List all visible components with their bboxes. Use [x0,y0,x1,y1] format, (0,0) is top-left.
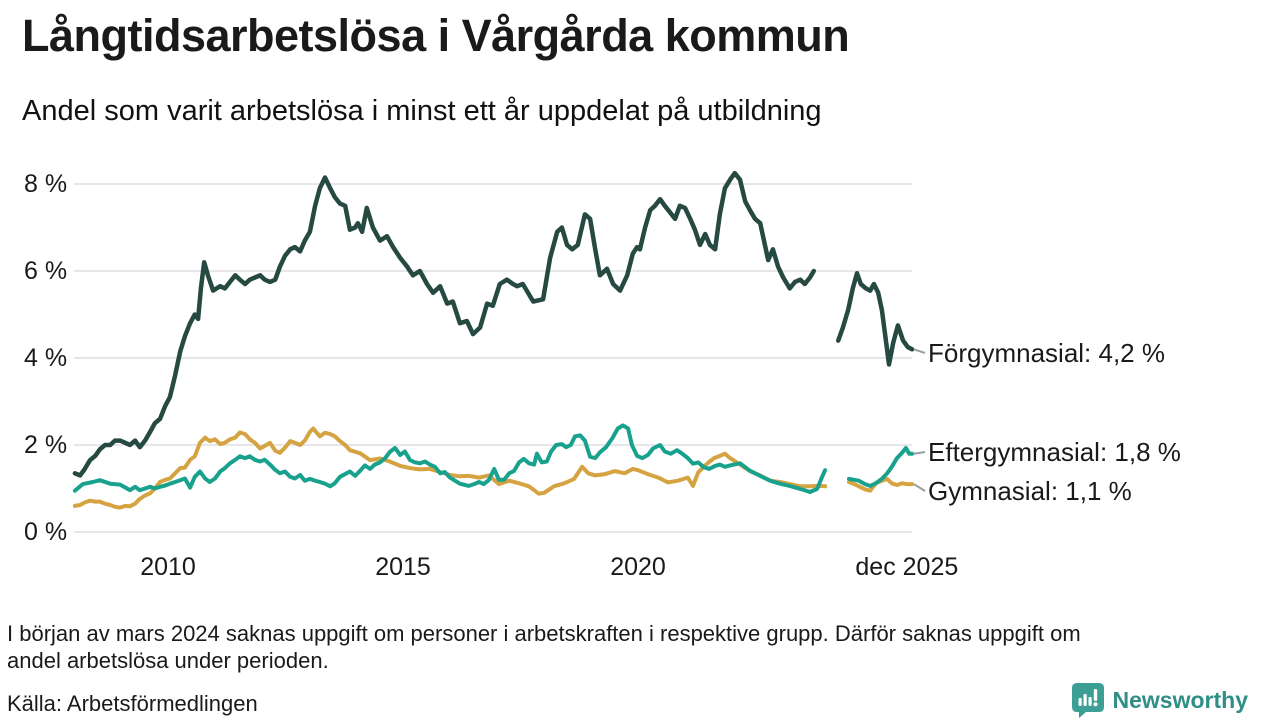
x-tick-label: 2015 [375,553,431,581]
y-tick-label: 8 % [24,170,67,198]
label-connector-eftergymnasial [913,451,926,455]
chart-footnote: I början av mars 2024 saknas uppgift om … [7,620,1247,674]
footnote-line-1: I början av mars 2024 saknas uppgift om … [7,621,1081,646]
page-subtitle: Andel som varit arbetslösa i minst ett å… [22,95,822,127]
source-label: Källa: Arbetsförmedlingen [7,691,258,716]
y-tick-label: 6 % [24,257,67,285]
y-tick-label: 2 % [24,431,67,459]
newsworthy-logo[interactable]: Newsworthy [1071,682,1248,718]
y-tick-label: 0 % [24,518,67,546]
newsworthy-logo-text: Newsworthy [1112,686,1248,713]
series-line-forgymnasial-segment-1 [72,170,817,478]
series-line-eftergymnasial-segment-1 [72,423,828,494]
page-title: Långtidsarbetslösa i Vårgårda kommun [22,10,850,61]
x-tick-label: 2010 [140,553,196,581]
series-line-forgymnasial-segment-2 [835,270,915,367]
series-end-label-forgymnasial: Förgymnasial: 4,2 % [928,338,1165,368]
series-end-label-gymnasial: Gymnasial: 1,1 % [928,476,1132,506]
series-line-gymnasial-segment-1 [72,426,828,510]
x-tick-label: dec 2025 [855,553,958,581]
footnote-line-2: andel arbetslösa under perioden. [7,648,329,673]
series-line-eftergymnasial-segment-2 [847,446,914,488]
chart-canvas: 8 % 6 % 4 % 2 % 0 % 2010 2015 2020 dec 2025 Gymna… [24,170,1181,581]
label-connector-gymnasial [913,483,926,492]
y-tick-label: 4 % [24,344,67,372]
x-tick-label: 2020 [610,553,666,581]
series-end-label-eftergymnasial: Eftergymnasial: 1,8 % [928,437,1181,467]
label-connector-forgymnasial [913,348,926,354]
speech-bubble-bar-chart-icon [1071,683,1104,718]
